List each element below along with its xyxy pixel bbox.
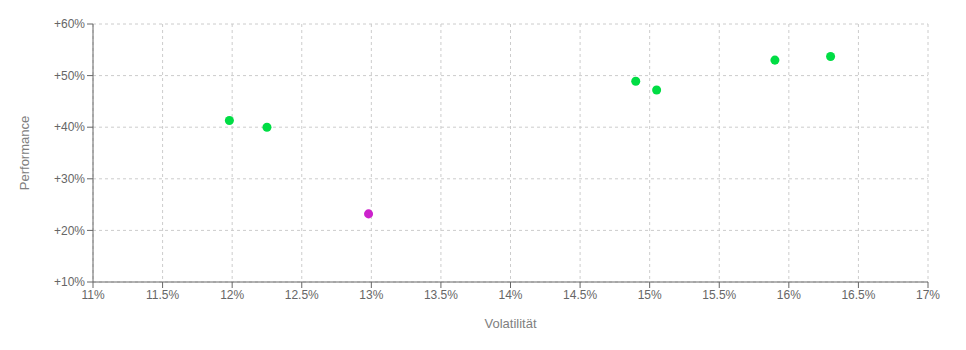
svg-text:+60%: +60% [54,17,85,31]
svg-text:11.5%: 11.5% [146,288,179,302]
svg-text:12%: 12% [220,288,244,302]
svg-text:16%: 16% [777,288,801,302]
svg-text:+40%: +40% [54,120,85,134]
svg-text:Volatilität: Volatilität [484,316,536,331]
svg-text:+20%: +20% [54,224,85,238]
svg-text:+10%: +10% [54,275,85,289]
svg-text:Performance: Performance [17,116,32,190]
svg-text:11%: 11% [81,288,104,302]
svg-text:13.5%: 13.5% [424,288,458,302]
svg-text:+30%: +30% [54,172,85,186]
svg-text:15%: 15% [638,288,662,302]
svg-text:+50%: +50% [54,69,85,83]
svg-text:13%: 13% [359,288,383,302]
svg-text:14%: 14% [498,288,522,302]
svg-text:17%: 17% [916,288,940,302]
svg-text:14.5%: 14.5% [563,288,597,302]
svg-text:15.5%: 15.5% [702,288,736,302]
svg-text:16.5%: 16.5% [841,288,875,302]
svg-text:12.5%: 12.5% [285,288,319,302]
